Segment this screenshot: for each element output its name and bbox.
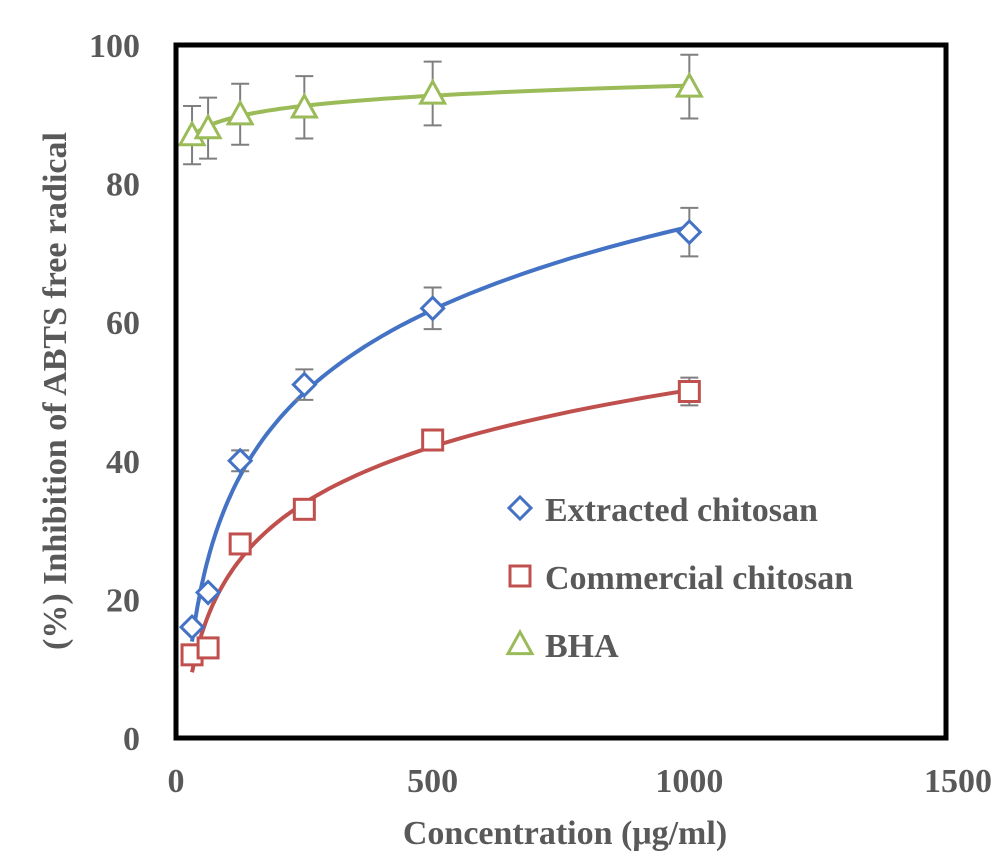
data-point (418, 78, 448, 105)
legend-entry: BHA (545, 628, 619, 665)
legend-entry: Extracted chitosan (545, 492, 818, 529)
data-point (289, 92, 319, 119)
legend: Extracted chitosan Commercial chitosan BHA (505, 492, 853, 665)
x-tick-labels: 0 500 1000 1500 (168, 763, 993, 800)
data-point (194, 579, 222, 606)
data-point (196, 636, 220, 660)
y-axis-title: (%) Inhibition of ABTS free radical (37, 132, 74, 650)
x-tick-label: 1500 (924, 763, 992, 800)
data-point (674, 71, 704, 98)
trend-curve (190, 224, 690, 642)
x-tick-label: 1000 (655, 763, 723, 800)
y-tick-label: 0 (123, 721, 140, 758)
data-point (421, 428, 445, 452)
data-point (227, 447, 254, 474)
legend-marker (506, 494, 534, 522)
data-point (225, 99, 255, 126)
y-tick-label: 40 (106, 444, 140, 481)
legend-marker (508, 564, 532, 588)
data-point (228, 532, 252, 556)
x-tick-label: 0 (168, 763, 185, 800)
legend-entry: Commercial chitosan (545, 560, 853, 597)
y-tick-labels: 0 20 40 60 80 100 (89, 28, 140, 758)
y-tick-label: 80 (106, 167, 140, 204)
x-axis-title: Concentration (μg/ml) (403, 815, 727, 852)
data-markers (177, 71, 704, 667)
y-tick-label: 20 (106, 582, 140, 619)
x-tick-label: 500 (407, 763, 458, 800)
plot-area-frame (173, 42, 949, 741)
data-point (677, 380, 701, 403)
y-tick-label: 100 (89, 28, 140, 65)
data-point (676, 218, 703, 246)
y-tick-label: 60 (106, 305, 140, 342)
trend-curve (190, 388, 690, 673)
data-point (292, 497, 316, 521)
data-point (419, 295, 446, 322)
data-point (291, 371, 318, 398)
data-point (193, 113, 223, 140)
legend-marker (505, 628, 535, 656)
data-point (178, 613, 206, 641)
